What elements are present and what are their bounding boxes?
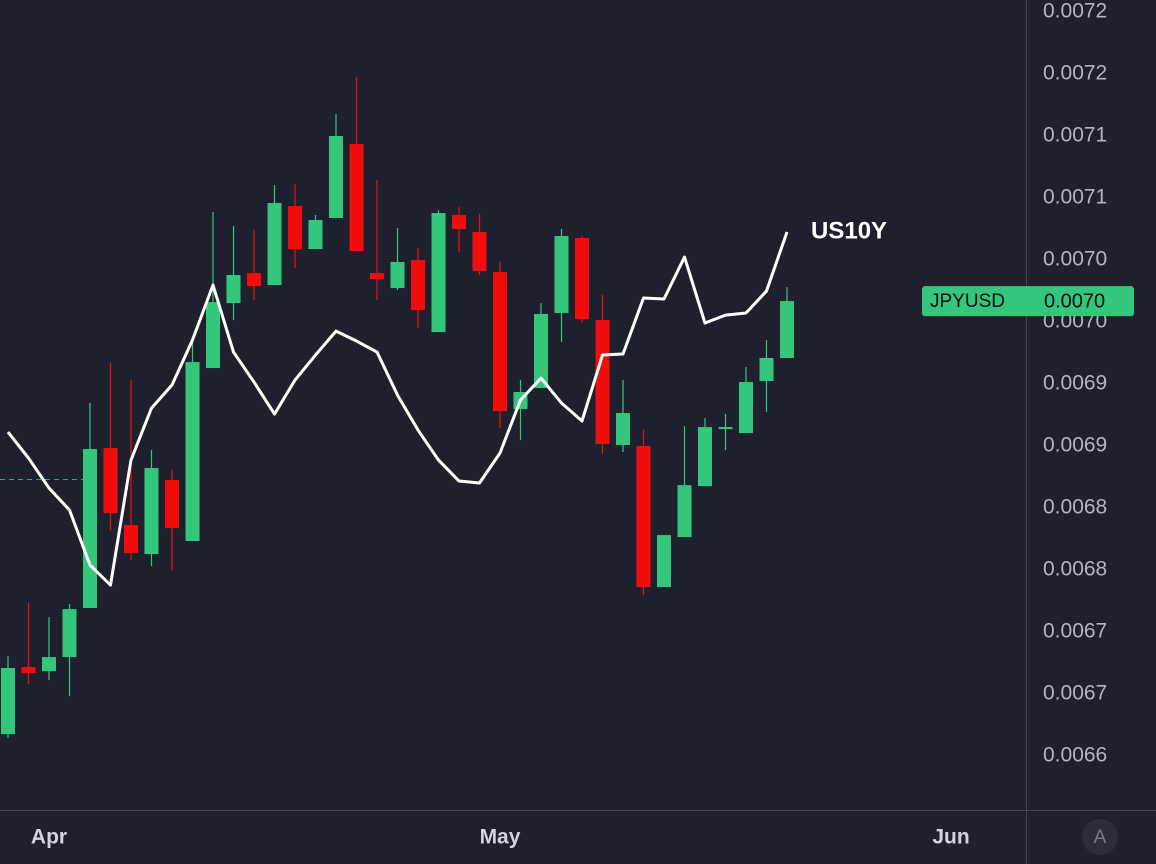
candle-body [554, 235, 569, 313]
line-series [6, 231, 789, 587]
candle-body [42, 657, 56, 672]
x-tick-label: May [480, 826, 521, 849]
candle-body [698, 427, 712, 487]
candle-body [329, 136, 343, 219]
candle-body [1, 668, 15, 735]
plot-area [1, 77, 794, 739]
candle-body [370, 273, 384, 280]
y-tick-label: 0.0066 [1043, 744, 1107, 767]
candle-body [21, 667, 36, 674]
candle-body [431, 213, 446, 333]
candle-body [308, 219, 323, 250]
y-tick-label: 0.0067 [1043, 620, 1107, 643]
auto-scale-button[interactable] [1082, 819, 1118, 855]
y-tick-label: 0.0070 [1043, 248, 1107, 271]
y-tick-label: 0.0067 [1043, 682, 1107, 705]
x-tick-label: Jun [932, 826, 969, 849]
candle-body [759, 358, 774, 382]
last-price-name: JPYUSD [930, 291, 1005, 312]
candle-body [636, 446, 651, 588]
candle-body [657, 535, 671, 588]
candle-body [390, 262, 405, 289]
candle-body [595, 320, 610, 445]
candle-body [247, 273, 261, 287]
candle-body [780, 301, 794, 359]
candle-body [739, 382, 753, 434]
y-tick-label: 0.0072 [1043, 0, 1107, 23]
last-price-label: 0.0070 [1044, 290, 1105, 312]
y-tick-label: 0.0068 [1043, 558, 1107, 581]
y-tick-label: 0.0071 [1043, 186, 1107, 209]
auto-scale-label[interactable]: A [1094, 827, 1107, 848]
candle-body [83, 449, 97, 608]
candle-body [534, 313, 548, 389]
y-tick-label: 0.0068 [1043, 496, 1107, 519]
candle-body [452, 215, 466, 230]
x-tick-label: Apr [31, 826, 67, 849]
candle-body [185, 362, 200, 542]
last-price-badge [922, 286, 1134, 317]
candle-body [349, 144, 364, 251]
y-tick-label: 0.0071 [1043, 124, 1107, 147]
y-tick-label: 0.0069 [1043, 372, 1107, 395]
candle-body [616, 413, 630, 446]
candle-body [165, 480, 179, 529]
candle-body [575, 238, 589, 320]
candle-body [206, 302, 220, 369]
candle-body [103, 448, 118, 514]
candle-body [288, 206, 302, 250]
y-tick-label: 0.0072 [1043, 62, 1107, 85]
candle-body [267, 202, 282, 286]
candle-body [226, 275, 241, 304]
candle-body [124, 525, 138, 554]
candle-body [62, 609, 77, 658]
y-tick-label: 0.0069 [1043, 434, 1107, 457]
candle-body [677, 485, 692, 538]
candle-body [472, 232, 487, 272]
line-series-label: US10Y [811, 217, 887, 244]
candle-body [411, 260, 425, 311]
candle-body [144, 467, 159, 555]
candle-body [718, 427, 733, 430]
candle-body [493, 272, 507, 412]
